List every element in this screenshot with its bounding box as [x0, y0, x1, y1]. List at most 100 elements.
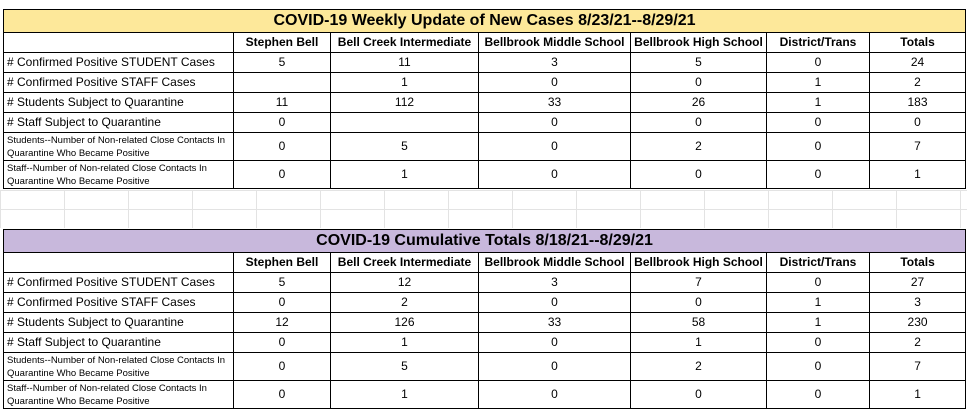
value-cell: 0 [233, 352, 331, 381]
value-cell: 5 [630, 52, 767, 73]
table-row: Staff--Number of Non-related Close Conta… [3, 380, 967, 409]
value-cell: 0 [630, 112, 767, 133]
value-cell: 11 [233, 92, 331, 113]
row-label: Students--Number of Non-related Close Co… [3, 352, 234, 381]
value-cell: 0 [630, 292, 767, 313]
value-cell: 5 [233, 52, 331, 73]
value-cell: 0 [233, 332, 331, 353]
value-cell: 0 [630, 160, 767, 189]
table-row: # Students Subject to Quarantine 11 112 33 2… [3, 92, 967, 113]
value-cell: 1 [766, 92, 870, 113]
value-cell: 7 [868, 352, 967, 381]
value-cell: 1 [330, 160, 479, 189]
value-cell: 0 [766, 132, 870, 161]
value-cell: 0 [868, 112, 967, 133]
value-cell: 0 [478, 112, 631, 133]
header-cell-high-school: Bellbrook High School [630, 252, 767, 273]
value-cell: 1 [330, 380, 479, 409]
value-cell: 3 [478, 52, 631, 73]
value-cell: 24 [868, 52, 967, 73]
value-cell: 2 [868, 332, 967, 353]
header-cell-stephen-bell: Stephen Bell [233, 252, 331, 273]
value-cell: 1 [330, 72, 479, 93]
value-cell: 0 [478, 292, 631, 313]
value-cell: 112 [330, 92, 479, 113]
value-cell: 0 [478, 132, 631, 161]
value-cell: 12 [330, 272, 479, 293]
value-cell: 1 [766, 312, 870, 333]
value-cell: 0 [766, 380, 870, 409]
table-row: # Confirmed Positive STUDENT Cases 5 11 3 5 0… [3, 52, 967, 73]
row-label: Staff--Number of Non-related Close Conta… [3, 160, 234, 189]
value-cell: 1 [330, 332, 479, 353]
value-cell: 0 [766, 52, 870, 73]
value-cell: 1 [868, 160, 967, 189]
value-cell: 0 [478, 72, 631, 93]
table-row: Students--Number of Non-related Close Co… [3, 352, 967, 381]
header-cell-stephen-bell: Stephen Bell [233, 32, 331, 53]
header-cell-label [3, 32, 234, 53]
value-cell: 0 [233, 160, 331, 189]
value-cell: 0 [478, 380, 631, 409]
value-cell: 1 [868, 380, 967, 409]
value-cell: 27 [868, 272, 967, 293]
cumulative-title: COVID-19 Cumulative Totals 8/18/21--8/29… [2, 229, 967, 253]
table-row: # Staff Subject to Quarantine 0 0 0 0 0 [3, 112, 967, 133]
value-cell: 0 [478, 352, 631, 381]
header-cell-district: District/Trans [766, 32, 870, 53]
value-cell: 1 [630, 332, 767, 353]
row-label: # Confirmed Positive STUDENT Cases [3, 52, 234, 73]
table-row: # Confirmed Positive STUDENT Cases 5 12 3 7 0… [3, 272, 967, 293]
header-cell-bell-creek: Bell Creek Intermediate [330, 252, 479, 273]
row-label: # Staff Subject to Quarantine [3, 332, 234, 353]
row-label: # Students Subject to Quarantine [3, 92, 234, 113]
value-cell: 1 [766, 72, 870, 93]
value-cell: 26 [630, 92, 767, 113]
header-cell-middle-school: Bellbrook Middle School [478, 252, 631, 273]
value-cell: 126 [330, 312, 479, 333]
cumulative-totals-table: COVID-19 Cumulative Totals 8/18/21--8/29… [2, 229, 967, 409]
value-cell: 183 [868, 92, 967, 113]
table-row: Staff--Number of Non-related Close Conta… [3, 160, 967, 189]
value-cell: 2 [330, 292, 479, 313]
table-row: # Confirmed Positive STAFF Cases 1 0 0 1 2 [3, 72, 967, 93]
value-cell: 0 [630, 72, 767, 93]
row-label: # Students Subject to Quarantine [3, 312, 234, 333]
value-cell: 33 [478, 92, 631, 113]
header-cell-label [3, 252, 234, 273]
value-cell: 0 [766, 332, 870, 353]
weekly-title: COVID-19 Weekly Update of New Cases 8/23… [2, 9, 967, 33]
value-cell: 0 [233, 132, 331, 161]
header-cell-bell-creek: Bell Creek Intermediate [330, 32, 479, 53]
value-cell: 3 [478, 272, 631, 293]
value-cell: 11 [330, 52, 479, 73]
value-cell: 0 [233, 112, 331, 133]
value-cell: 5 [330, 132, 479, 161]
value-cell: 7 [630, 272, 767, 293]
value-cell: 0 [233, 380, 331, 409]
value-cell [233, 72, 331, 93]
value-cell: 0 [766, 352, 870, 381]
row-label: # Confirmed Positive STAFF Cases [3, 292, 234, 313]
value-cell: 5 [330, 352, 479, 381]
value-cell: 230 [868, 312, 967, 333]
weekly-header-row: Stephen Bell Bell Creek Intermediate Bel… [3, 32, 967, 53]
cumulative-header-row: Stephen Bell Bell Creek Intermediate Bel… [3, 252, 967, 273]
value-cell: 0 [766, 160, 870, 189]
header-cell-high-school: Bellbrook High School [630, 32, 767, 53]
value-cell [330, 112, 479, 133]
value-cell: 7 [868, 132, 967, 161]
value-cell: 2 [630, 352, 767, 381]
table-row: Students--Number of Non-related Close Co… [3, 132, 967, 161]
header-cell-totals: Totals [868, 32, 967, 53]
value-cell: 2 [868, 72, 967, 93]
value-cell: 5 [233, 272, 331, 293]
value-cell: 1 [766, 292, 870, 313]
value-cell: 3 [868, 292, 967, 313]
value-cell: 12 [233, 312, 331, 333]
header-cell-district: District/Trans [766, 252, 870, 273]
value-cell: 0 [478, 332, 631, 353]
row-label: Students--Number of Non-related Close Co… [3, 132, 234, 161]
empty-grid-gap [0, 190, 967, 228]
